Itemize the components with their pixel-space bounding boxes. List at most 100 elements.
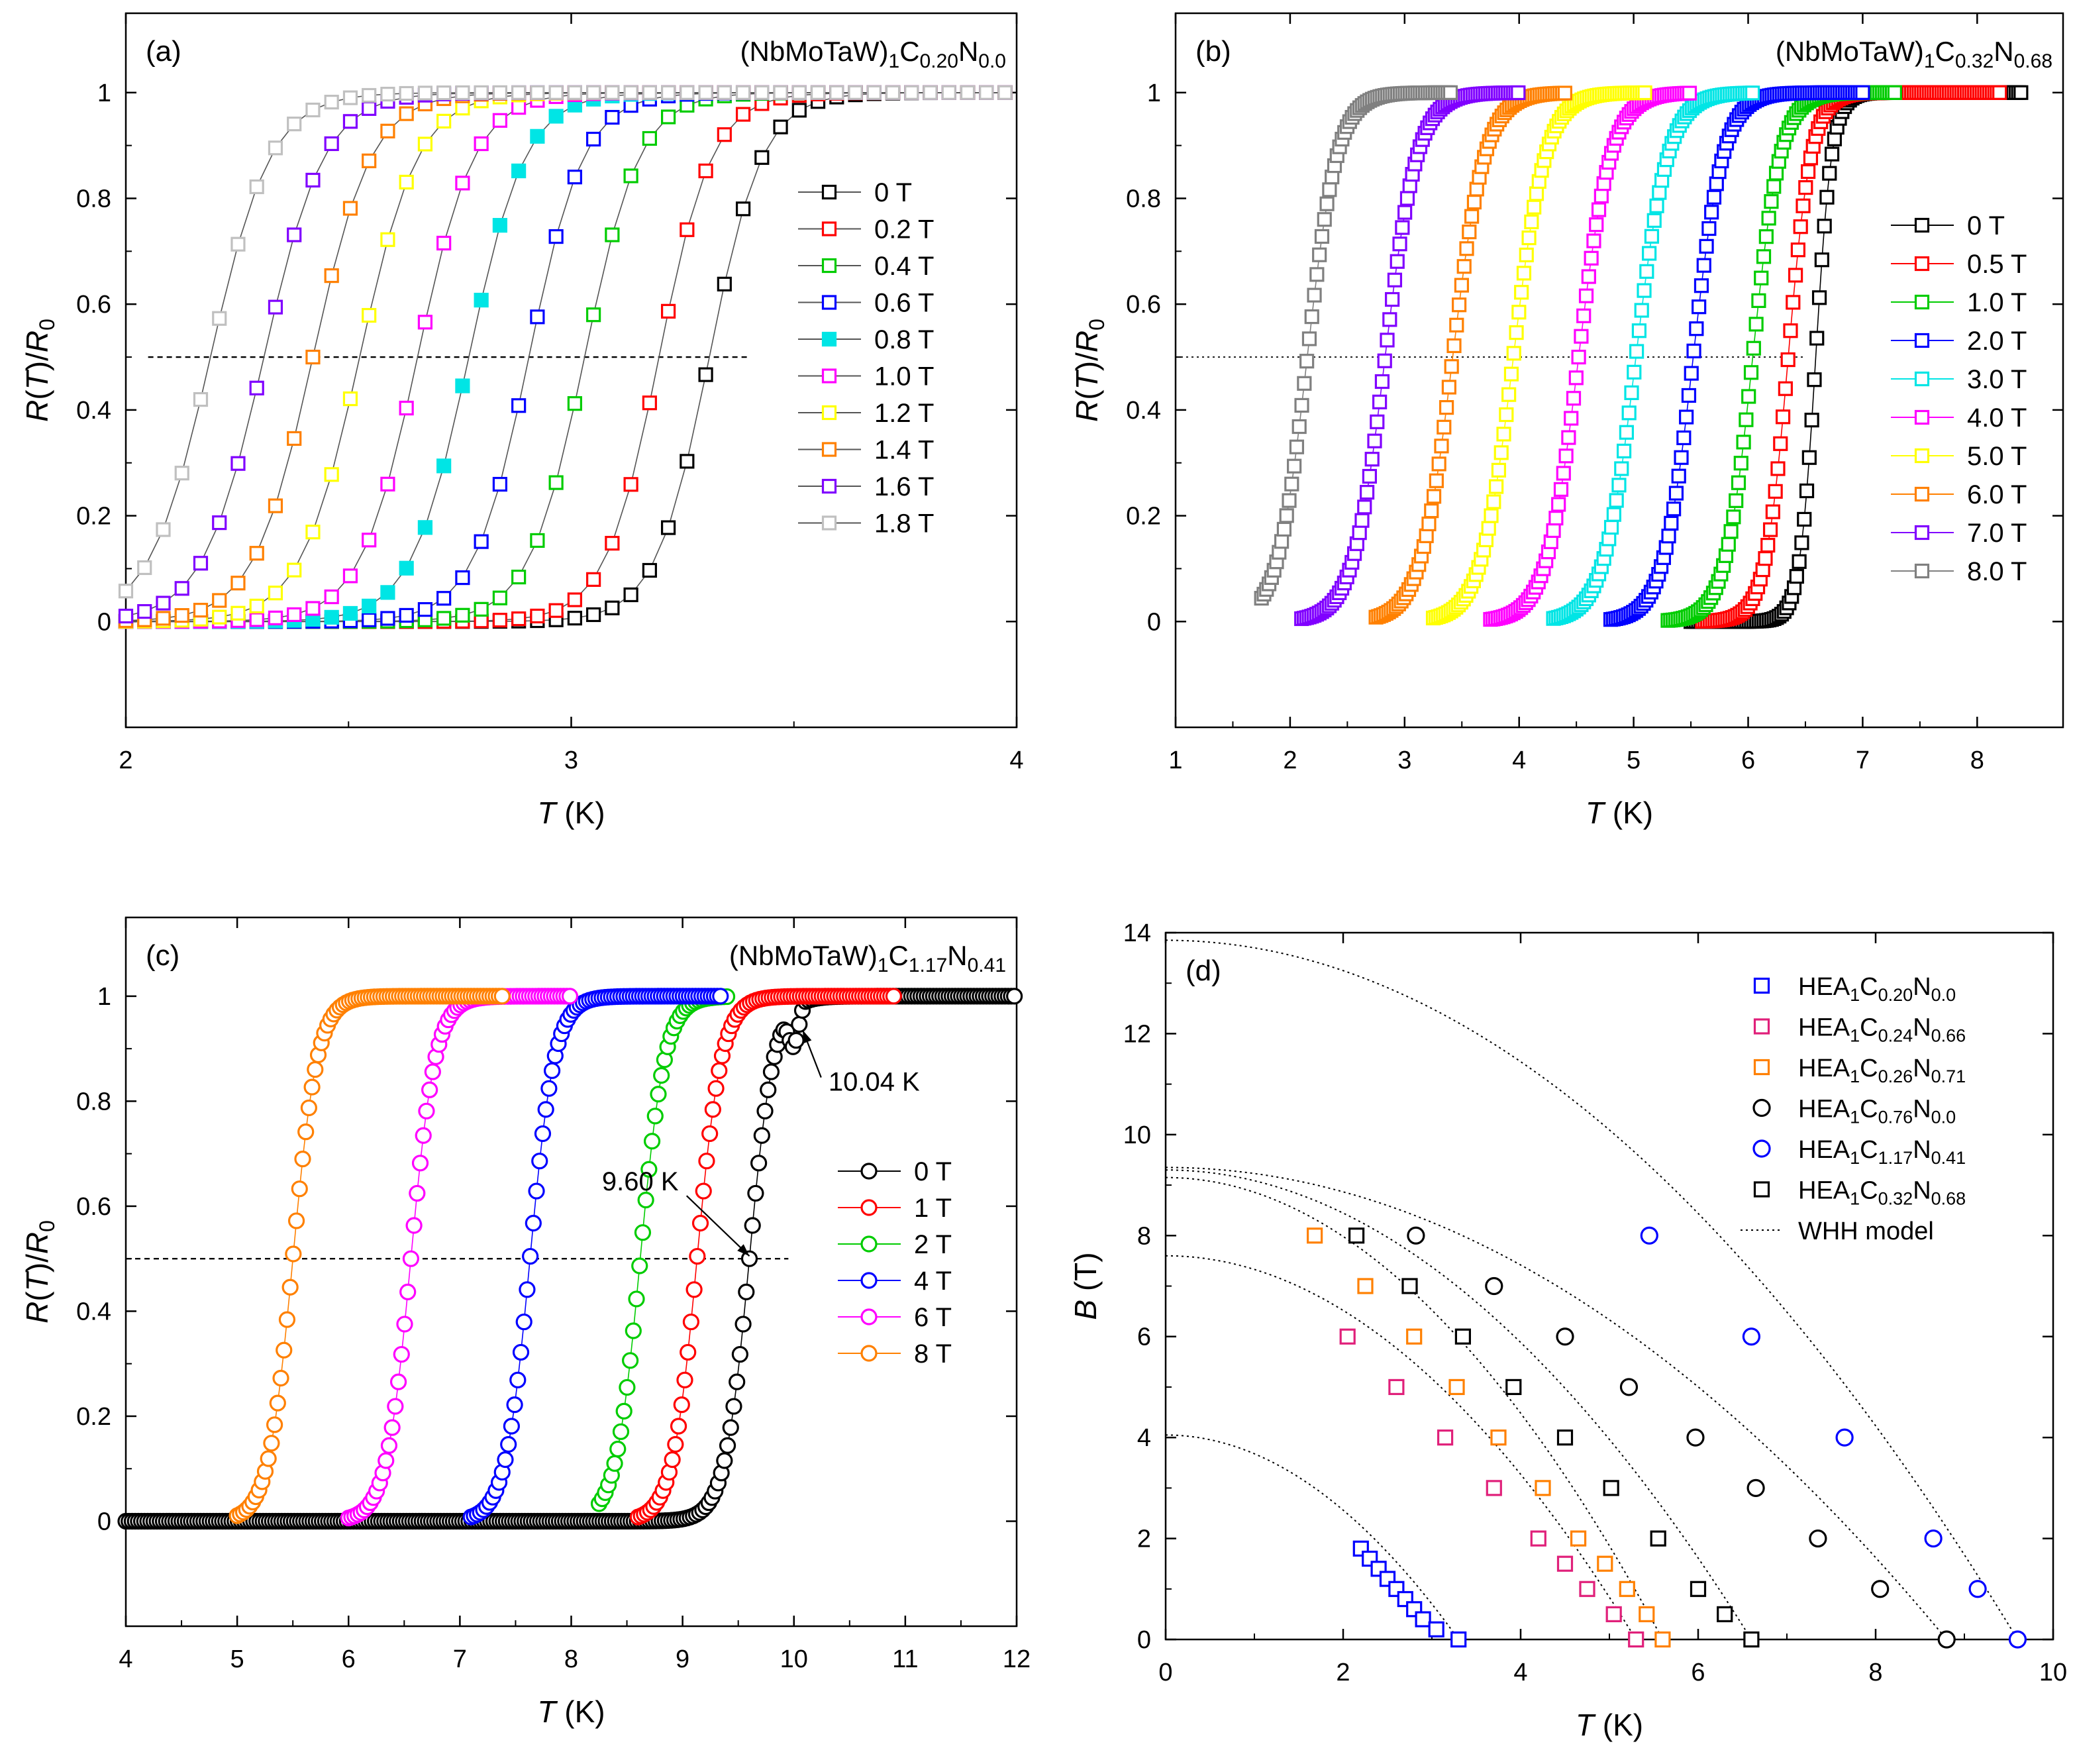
legend-marker	[821, 295, 837, 310]
data-point	[2008, 1630, 2027, 1649]
data-point	[701, 1125, 719, 1143]
data-point	[729, 1373, 746, 1390]
data-point	[1589, 217, 1604, 233]
data-point	[637, 1192, 654, 1209]
data-point	[249, 546, 264, 561]
data-point	[1364, 452, 1380, 467]
data-point	[455, 176, 470, 191]
data-point	[137, 560, 152, 576]
data-point	[455, 85, 470, 101]
data-point	[409, 1184, 426, 1202]
legend-sub: 0.32	[1878, 1189, 1913, 1209]
x-tick-label: 7	[1856, 747, 1870, 774]
data-point	[548, 109, 564, 124]
data-point	[1748, 317, 1764, 332]
data-point	[1822, 166, 1837, 181]
data-point	[567, 170, 582, 185]
data-point	[609, 1440, 627, 1458]
legend-item: 2.0 T	[1891, 327, 2027, 356]
data-point	[1006, 988, 1023, 1005]
data-point	[1357, 499, 1372, 515]
data-point	[294, 1151, 311, 1168]
data-point	[1524, 214, 1539, 230]
x-tick-label: 2	[119, 747, 132, 774]
data-point	[249, 179, 264, 195]
data-point	[1786, 295, 1801, 310]
data-point	[791, 85, 807, 100]
data-point	[1535, 1480, 1551, 1496]
data-point	[1743, 365, 1759, 380]
y-axis-label: B (T)	[1068, 1252, 1103, 1320]
data-point	[291, 1180, 308, 1198]
y-label-t: T	[20, 369, 54, 389]
data-point	[436, 611, 452, 626]
data-point	[278, 1311, 296, 1328]
data-point	[1279, 508, 1294, 523]
data-point	[512, 1343, 530, 1361]
data-point	[1689, 321, 1704, 337]
data-point	[380, 1437, 398, 1454]
whh-curve	[1165, 1434, 1460, 1640]
y-label-r: R	[20, 1302, 54, 1323]
data-point	[691, 1214, 709, 1232]
data-point	[1307, 1227, 1323, 1244]
legend-sub: 1	[1850, 985, 1860, 1005]
data-point	[1799, 483, 1815, 499]
data-point	[1593, 188, 1609, 204]
compound-sub: 0.0	[978, 50, 1006, 72]
y-tick-label: 10	[1123, 1121, 1151, 1149]
x-tick-label: 1	[1168, 747, 1182, 774]
legend-label: 1.4 T	[874, 436, 934, 465]
data-point	[923, 85, 938, 100]
data-point	[530, 608, 545, 624]
data-point	[753, 1127, 770, 1144]
data-point	[417, 136, 433, 152]
annotation-label: 10.04 K	[829, 1068, 920, 1097]
data-point	[1721, 537, 1736, 552]
data-point	[773, 85, 788, 100]
data-point	[1736, 435, 1751, 450]
data-point	[399, 607, 414, 623]
annotation-arrowhead	[737, 1244, 750, 1257]
data-point	[1639, 1606, 1655, 1622]
data-point	[263, 1435, 280, 1452]
data-point	[1297, 376, 1312, 391]
x-tick-label: 6	[1691, 1659, 1705, 1686]
data-point	[634, 1224, 652, 1241]
data-point	[1446, 338, 1462, 354]
data-point	[1637, 85, 1652, 101]
data-point	[1756, 249, 1772, 264]
data-point	[1294, 397, 1309, 413]
data-point	[1399, 191, 1415, 206]
data-point	[707, 1080, 725, 1097]
data-point	[380, 585, 395, 600]
data-point	[362, 307, 377, 323]
y-tick-label: 0.8	[76, 185, 111, 213]
data-point	[760, 1081, 777, 1098]
data-point	[287, 562, 302, 578]
x-tick-label: 2	[1336, 1659, 1350, 1686]
data-point	[1793, 219, 1808, 234]
legend-item: 0.5 T	[1891, 250, 2027, 279]
data-point	[997, 85, 1013, 100]
data-point	[511, 611, 527, 627]
data-point	[1352, 525, 1367, 541]
data-point	[1789, 569, 1804, 584]
data-point	[436, 85, 452, 101]
data-point	[1546, 523, 1561, 539]
data-point	[1704, 205, 1719, 220]
data-point	[1686, 343, 1701, 358]
data-point	[1642, 246, 1657, 261]
legend-item: 6.0 T	[1891, 480, 2027, 509]
y-label-r: R	[1070, 400, 1104, 422]
data-point	[324, 589, 339, 605]
legend: 0 T 1 T 2 T 4 T 6 T 8 T	[838, 1157, 952, 1369]
data-point	[1450, 1631, 1467, 1648]
data-point	[389, 1373, 407, 1390]
data-point	[417, 85, 433, 101]
compound-sub: 0.41	[968, 955, 1006, 976]
series-0.26-0.71	[1307, 1227, 1671, 1648]
data-point	[362, 612, 377, 627]
legend-item: 0.6 T	[798, 289, 934, 318]
